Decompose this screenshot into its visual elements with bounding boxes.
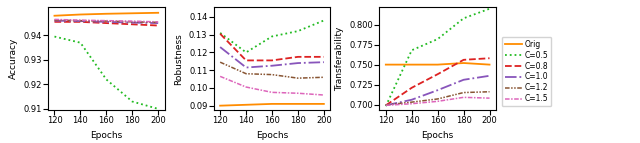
Line: C=1.0: C=1.0 (386, 76, 490, 105)
C=1.5 (486, 97, 493, 99)
C=0.5 (486, 8, 493, 10)
Orig (434, 64, 442, 65)
C=0.8 (408, 87, 415, 89)
C=1.5 (434, 101, 442, 102)
Line: C=0.5: C=0.5 (386, 9, 490, 106)
C=1.0 (460, 79, 467, 81)
Y-axis label: Accuracy: Accuracy (9, 38, 18, 79)
C=1.2 (460, 92, 467, 93)
C=1.2 (382, 104, 390, 106)
Orig (460, 62, 467, 64)
Line: Orig: Orig (386, 63, 490, 65)
X-axis label: Epochs: Epochs (256, 131, 288, 140)
C=1.0 (434, 89, 442, 91)
C=0.5 (408, 49, 415, 51)
X-axis label: Epochs: Epochs (90, 131, 122, 140)
C=1.2 (434, 98, 442, 100)
C=1.5 (408, 103, 415, 105)
C=0.8 (382, 105, 390, 106)
C=0.8 (486, 57, 493, 59)
C=1.0 (486, 75, 493, 77)
C=1.5 (382, 105, 390, 106)
Legend: Orig, C=0.5, C=0.8, C=1.0, C=1.2, C=1.5: Orig, C=0.5, C=0.8, C=1.0, C=1.2, C=1.5 (502, 37, 552, 106)
C=1.2 (408, 101, 415, 103)
Orig (408, 64, 415, 65)
C=1.0 (382, 105, 390, 106)
Y-axis label: Robustness: Robustness (174, 33, 184, 85)
Orig (486, 64, 493, 65)
C=1.2 (486, 91, 493, 93)
Orig (382, 64, 390, 65)
Line: C=0.8: C=0.8 (386, 58, 490, 105)
Y-axis label: Transferability: Transferability (335, 26, 344, 91)
X-axis label: Epochs: Epochs (422, 131, 454, 140)
C=1.0 (408, 99, 415, 101)
Line: C=1.2: C=1.2 (386, 92, 490, 105)
C=0.5 (382, 105, 390, 107)
C=0.8 (460, 59, 467, 61)
C=0.5 (434, 38, 442, 40)
Line: C=1.5: C=1.5 (386, 97, 490, 105)
C=1.5 (460, 97, 467, 98)
C=0.8 (434, 73, 442, 75)
C=0.5 (460, 17, 467, 19)
